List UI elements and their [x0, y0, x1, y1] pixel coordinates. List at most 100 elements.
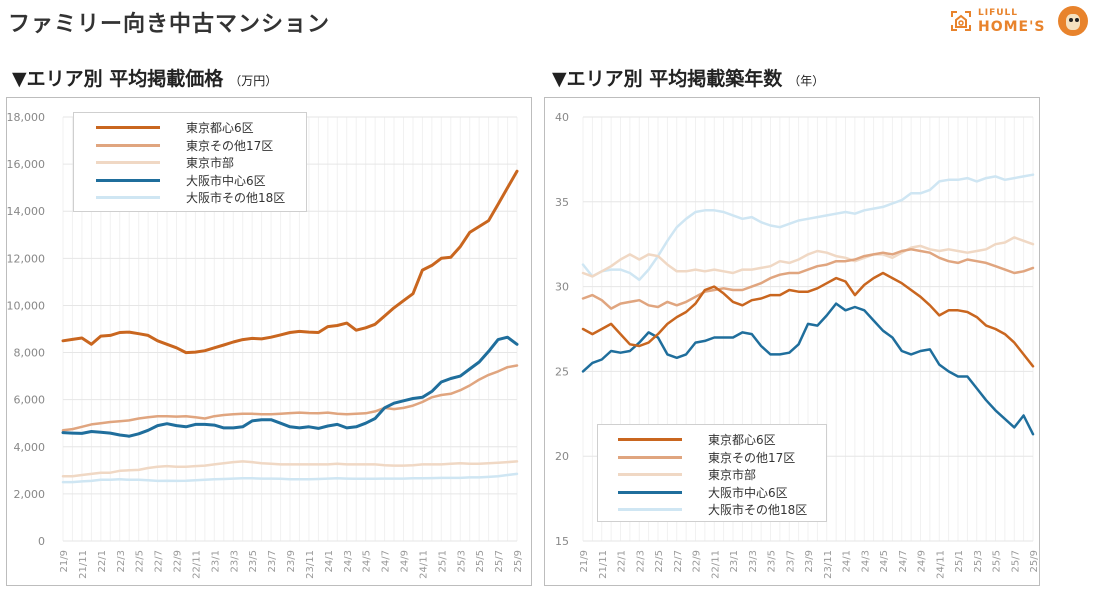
x-tick-label: 24/11 [418, 550, 429, 579]
x-tick-label: 22/5 [654, 550, 665, 572]
legend-swatch [96, 196, 160, 199]
x-tick-label: 21/9 [579, 550, 590, 572]
x-tick-label: 22/1 [617, 550, 628, 572]
legend-label: 大阪市中心6区 [708, 485, 788, 500]
x-tick-label: 23/11 [305, 550, 316, 579]
legend-item: 大阪市中心6区 [74, 172, 306, 189]
x-tick-label: 24/1 [842, 550, 853, 572]
y-tick-label: 8,000 [14, 347, 46, 360]
x-tick-label: 23/9 [286, 550, 297, 572]
legend-label: 東京市部 [186, 156, 235, 170]
legend-label: 東京都心6区 [708, 433, 776, 447]
series-line-osaka-other18 [61, 472, 519, 484]
age-chart: 15 20 25 30 35 40 21/9 21/11 22/1 22/3 22/5 22/7 22/… [544, 97, 1040, 586]
x-tick-label: 25/7 [1010, 550, 1021, 572]
y-tick-label: 14,000 [7, 205, 45, 218]
legend-item: 大阪市その他18区 [598, 501, 826, 518]
age-chart-title: ▼エリア別 平均掲載築年数 （年） [552, 64, 824, 91]
x-tick-label: 24/9 [917, 550, 928, 572]
age-chart-legend: 東京都心6区東京その他17区 東京市部大阪市中心6区 大阪市その他18区 [597, 424, 827, 522]
price-chart-title: ▼エリア別 平均掲載価格 （万円） [12, 64, 277, 91]
logo-lifull-text: LIFULL [978, 8, 1019, 18]
legend-swatch [96, 126, 160, 129]
age-chart-title-text: ▼エリア別 平均掲載築年数 [552, 68, 783, 90]
x-tick-label: 21/11 [598, 550, 609, 579]
legend-item: 東京その他17区 [74, 137, 306, 154]
x-tick-label: 22/1 [97, 550, 108, 572]
series-line-tokyo-city [581, 236, 1035, 278]
y-tick-label: 20 [555, 450, 569, 463]
x-tick-label: 24/5 [879, 550, 890, 572]
x-tick-label: 22/3 [635, 550, 646, 572]
y-tick-label: 25 [555, 365, 569, 378]
x-tick-label: 23/5 [767, 550, 778, 572]
legend-item: 東京その他17区 [598, 449, 826, 466]
y-tick-label: 35 [555, 196, 569, 209]
x-tick-label: 25/9 [513, 550, 524, 572]
x-tick-label: 25/9 [1029, 550, 1039, 572]
legend-label: 東京その他17区 [708, 450, 796, 465]
legend-label: 大阪市その他18区 [186, 191, 286, 205]
series-line-tokyo-city [61, 460, 519, 478]
legend-label: 大阪市中心6区 [186, 173, 266, 188]
x-tick-label: 24/5 [362, 550, 373, 572]
legend-swatch [96, 161, 160, 164]
x-tick-label: 22/11 [191, 550, 202, 579]
series-line-tokyo-center6 [581, 271, 1035, 368]
legend-item: 東京市部 [74, 154, 306, 171]
series-line-osaka-center6 [581, 302, 1035, 436]
series-line-tokyo-other17 [581, 248, 1035, 310]
legend-label: 東京市部 [708, 468, 757, 482]
legend-swatch [618, 490, 682, 494]
legend-swatch [618, 473, 682, 476]
x-tick-label: 25/5 [475, 550, 486, 572]
x-tick-label: 21/11 [78, 550, 89, 579]
x-tick-label: 24/3 [860, 550, 871, 572]
x-tick-label: 24/3 [343, 550, 354, 572]
x-tick-label: 25/5 [992, 550, 1003, 572]
house-icon [951, 11, 971, 31]
legend-item: 大阪市中心6区 [598, 484, 826, 501]
y-tick-label: 4,000 [14, 441, 46, 454]
legend-label: 東京都心6区 [186, 121, 254, 135]
price-chart: 0 2,000 4,000 6,000 8,000 10,000 12,000 14,000 1… [6, 97, 532, 586]
x-tick-label: 24/7 [381, 550, 392, 572]
y-tick-label: 0 [38, 535, 45, 548]
legend-item: 東京都心6区 [74, 119, 306, 136]
page-title: ファミリー向き中古マンション [8, 12, 331, 37]
x-tick-label: 25/7 [494, 550, 505, 572]
x-tick-label: 25/3 [973, 550, 984, 572]
age-chart-svg: 15 20 25 30 35 40 21/9 21/11 22/1 22/3 22/5 22/7 22/… [555, 111, 1040, 579]
x-tick-label: 23/9 [804, 550, 815, 572]
legend-swatch [618, 438, 682, 441]
x-tick-label: 22/9 [173, 550, 184, 572]
x-tick-label: 22/7 [154, 550, 165, 572]
legend-label: 東京その他17区 [186, 138, 274, 153]
price-chart-unit: （万円） [229, 74, 278, 88]
series-line-osaka-center6 [61, 335, 519, 438]
y-tick-label: 15 [555, 535, 569, 548]
x-tick-label: 25/1 [437, 550, 448, 572]
legend-swatch [618, 455, 682, 459]
x-tick-label: 24/11 [935, 550, 946, 579]
x-tick-label: 22/5 [135, 550, 146, 572]
series-line-tokyo-other17 [61, 364, 519, 432]
y-tick-label: 2,000 [14, 488, 46, 501]
mascot-icon [1058, 6, 1088, 36]
legend-swatch [618, 508, 682, 511]
x-tick-label: 23/5 [248, 550, 259, 572]
age-chart-unit: （年） [788, 74, 825, 88]
legend-item: 東京市部 [598, 466, 826, 483]
x-tick-label: 25/1 [954, 550, 965, 572]
x-tick-label: 23/7 [267, 550, 278, 572]
x-tick-label: 23/7 [785, 550, 796, 572]
x-tick-label: 22/7 [673, 550, 684, 572]
y-tick-label: 12,000 [7, 252, 45, 265]
x-tick-label: 22/11 [710, 550, 721, 579]
price-chart-legend: 東京都心6区東京その他17区 東京市部大阪市中心6区大阪市その他18区 [73, 112, 307, 212]
legend-item: 大阪市その他18区 [74, 189, 306, 206]
y-tick-label: 10,000 [7, 299, 45, 312]
x-tick-label: 24/7 [898, 550, 909, 572]
x-tick-label: 24/9 [400, 550, 411, 572]
y-tick-label: 16,000 [7, 158, 45, 171]
